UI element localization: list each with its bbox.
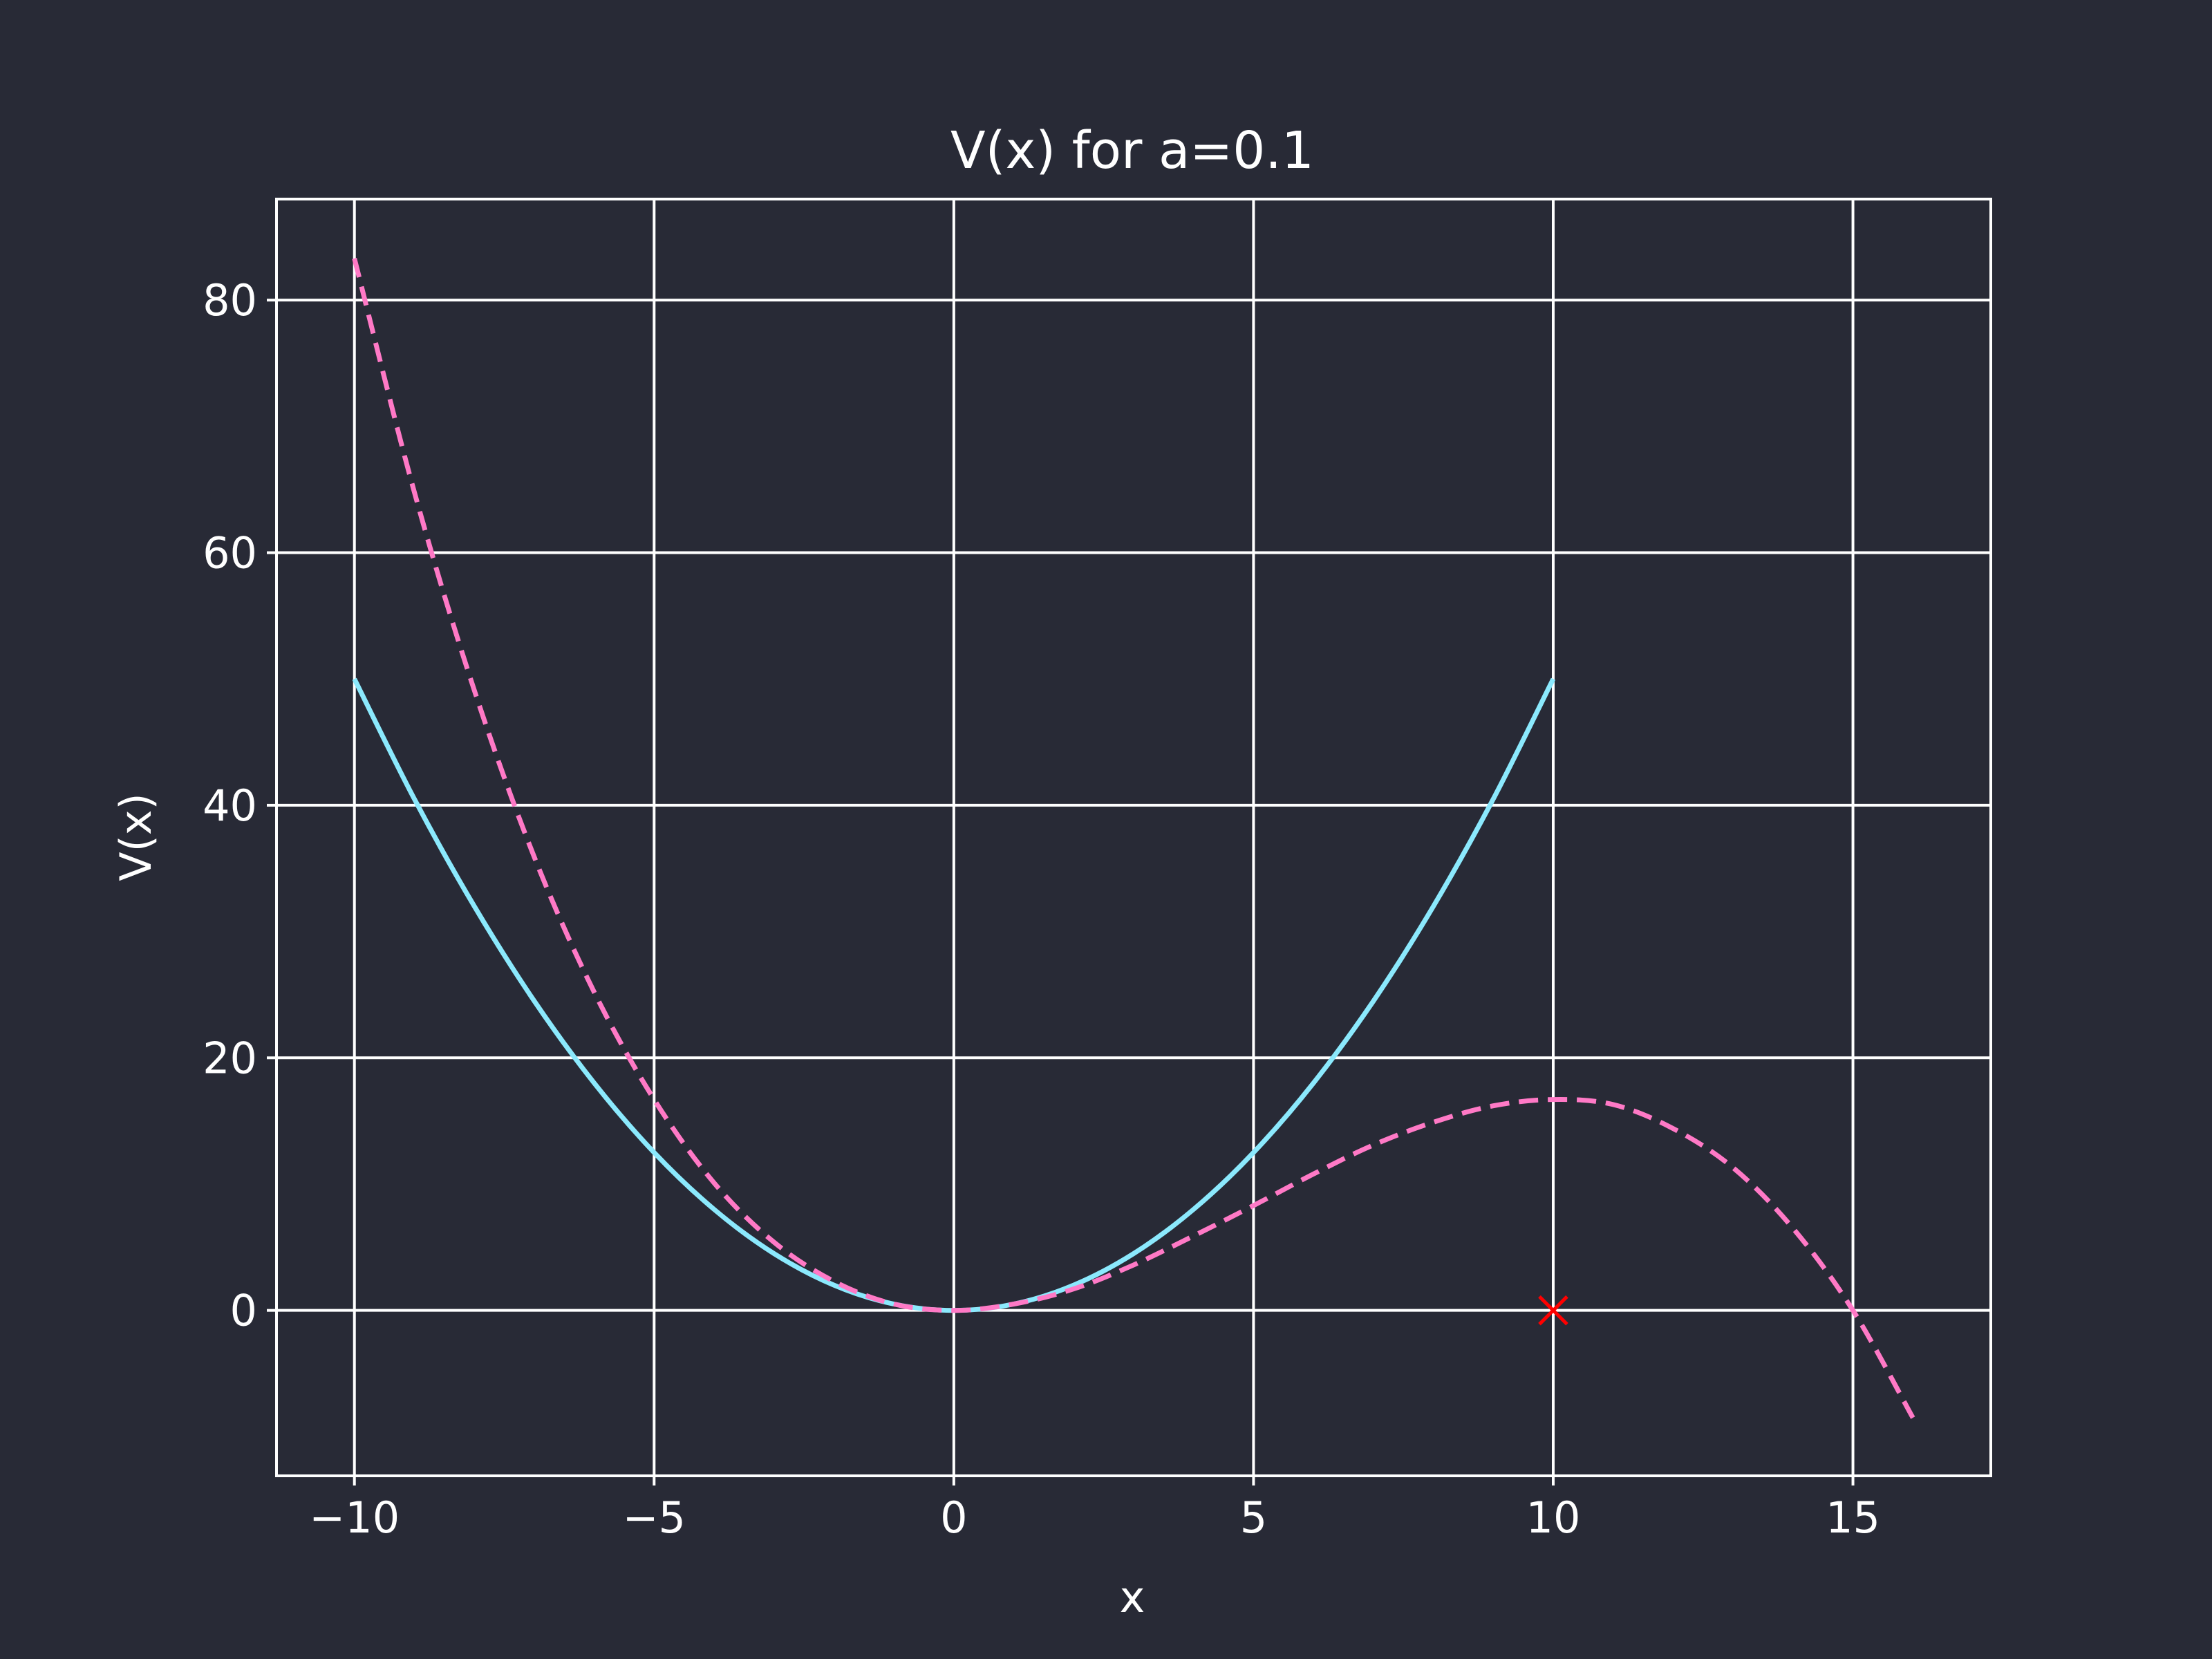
- y-tick-label: 60: [203, 528, 257, 579]
- y-tick-label: 80: [203, 275, 257, 326]
- x-tick-label: 5: [1240, 1492, 1267, 1543]
- x-marker-stroke: [1538, 1295, 1568, 1326]
- x-tick-label: 0: [940, 1492, 967, 1543]
- x-marker: [1538, 1295, 1568, 1326]
- x-tick-label: −10: [309, 1492, 400, 1543]
- x-tick-label: 10: [1526, 1492, 1581, 1543]
- x-tick-label: 15: [1826, 1492, 1880, 1543]
- x-tick-label: −5: [623, 1492, 686, 1543]
- y-axis-label: V(x): [111, 793, 161, 881]
- series-dashed-line: [352, 258, 1915, 1419]
- markers: [1538, 1295, 1568, 1326]
- grid: [276, 199, 1991, 1476]
- y-tick-label: 20: [203, 1033, 257, 1083]
- x-axis-label: x: [1120, 1572, 1145, 1622]
- plot-frame: [275, 198, 1992, 1477]
- axis-ticks: −10 −5 0 5 10 15 0 20 40 60 80: [203, 275, 1880, 1543]
- y-tick-label: 0: [230, 1286, 257, 1336]
- series: [352, 258, 1915, 1419]
- chart-title: V(x) for a=0.1: [950, 121, 1314, 180]
- y-tick-label: 40: [203, 780, 257, 831]
